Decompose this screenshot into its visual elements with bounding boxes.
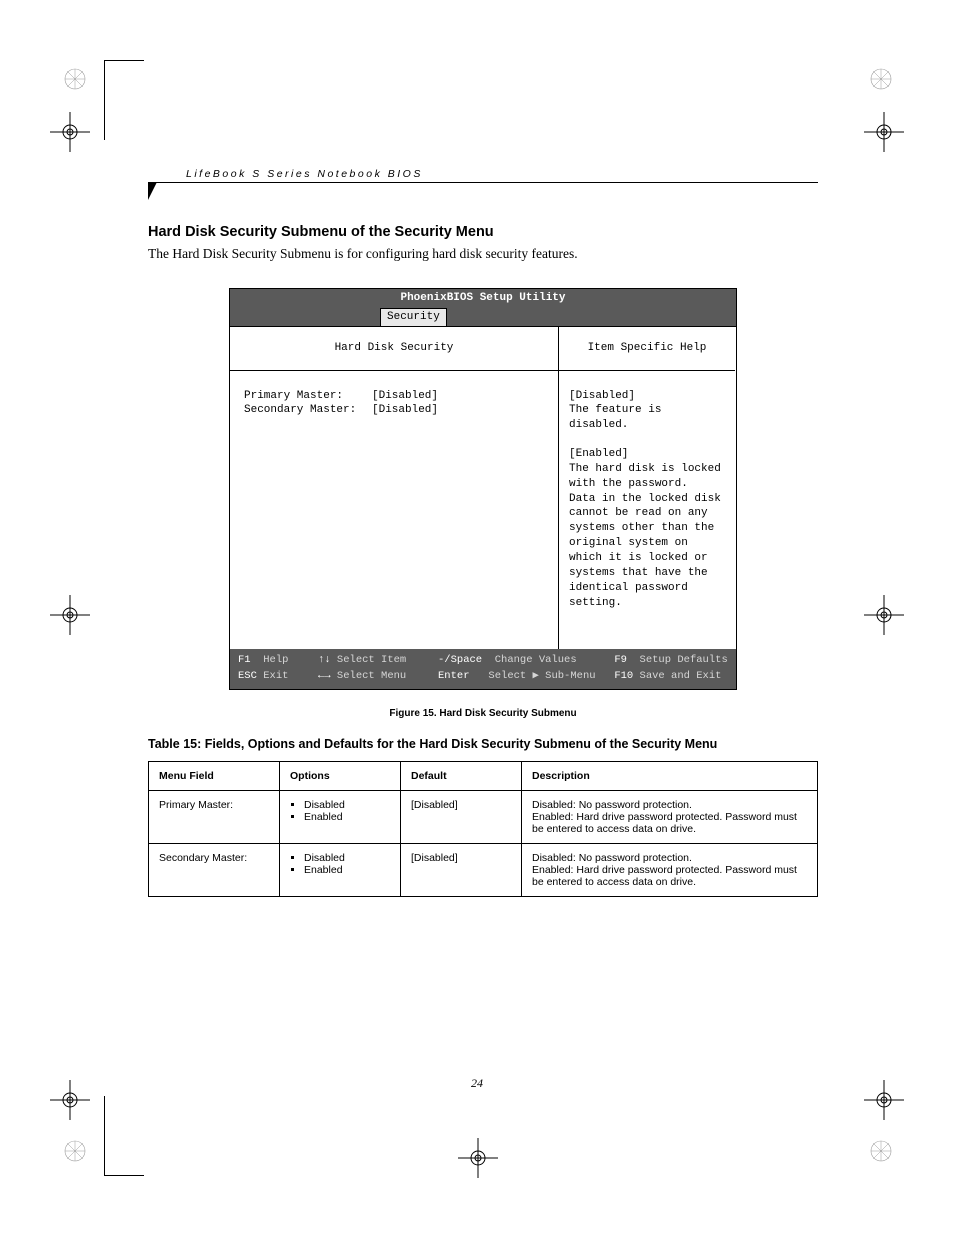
table-header: Menu Field: [149, 761, 280, 790]
bios-help-text: The feature is disabled.: [569, 403, 725, 433]
bios-key: ↑↓: [318, 654, 331, 666]
bios-screenshot: PhoenixBIOS Setup Utility Security Hard …: [229, 288, 737, 690]
bios-key-desc: Select Menu: [337, 670, 406, 682]
rule: [148, 182, 818, 183]
crop-mark-icon: [50, 595, 90, 635]
table-header-row: Menu Field Options Default Description: [149, 761, 818, 790]
figure-caption: Figure 15. Hard Disk Security Submenu: [148, 708, 818, 719]
bios-key-desc: Setup Defaults: [640, 654, 728, 666]
table-header: Default: [401, 761, 522, 790]
bios-setting-value: [Disabled]: [372, 403, 438, 418]
bios-tab-row: Security: [230, 308, 736, 326]
table-header: Description: [522, 761, 818, 790]
page-content: LifeBook S Series Notebook BIOS Hard Dis…: [148, 168, 818, 897]
triangle-icon: [148, 182, 166, 200]
table-row: Primary Master: Disabled Enabled [Disabl…: [149, 790, 818, 843]
registration-target-icon: [870, 1140, 892, 1162]
bios-help-block: [Disabled] The feature is disabled.: [569, 389, 725, 434]
crop-rule: [104, 1096, 105, 1176]
table-title: Table 15: Fields, Options and Defaults f…: [148, 737, 818, 751]
bios-key: -/Space: [438, 654, 482, 666]
option-item: Enabled: [304, 864, 390, 876]
bios-setting-label: Primary Master:: [244, 389, 372, 404]
table-cell-options: Disabled Enabled: [280, 843, 401, 896]
bios-utility-title: PhoenixBIOS Setup Utility: [230, 289, 736, 308]
bios-left-pane-title: Hard Disk Security: [230, 327, 558, 371]
crop-rule: [104, 60, 105, 140]
crop-mark-icon: [458, 1138, 498, 1178]
bios-footer: F1 Help ↑↓ Select Item -/Space Change Va…: [230, 649, 736, 689]
table-cell-default: [Disabled]: [401, 790, 522, 843]
bios-help-title: Item Specific Help: [559, 327, 735, 371]
bios-tab-security: Security: [380, 308, 447, 326]
bios-setting-label: Secondary Master:: [244, 403, 372, 418]
bios-key: F10: [614, 670, 633, 682]
option-item: Enabled: [304, 811, 390, 823]
bios-help-block: [Enabled] The hard disk is locked with t…: [569, 447, 725, 610]
bios-key: ESC: [238, 670, 257, 682]
table-cell-description: Disabled: No password protection. Enable…: [522, 790, 818, 843]
registration-target-icon: [870, 68, 892, 90]
table-header: Options: [280, 761, 401, 790]
section-intro: The Hard Disk Security Submenu is for co…: [148, 246, 818, 262]
page: LifeBook S Series Notebook BIOS Hard Dis…: [0, 0, 954, 1235]
bios-key-desc: Save and Exit: [640, 670, 722, 682]
crop-mark-icon: [864, 112, 904, 152]
bios-help-tag: [Disabled]: [569, 389, 725, 404]
crop-mark-icon: [864, 595, 904, 635]
bios-left-pane: Hard Disk Security Primary Master: [Disa…: [230, 327, 559, 649]
table-cell-description: Disabled: No password protection. Enable…: [522, 843, 818, 896]
bios-key-desc: Select Item: [337, 654, 406, 666]
registration-target-icon: [64, 68, 86, 90]
bios-key: F9: [614, 654, 627, 666]
option-item: Disabled: [304, 799, 390, 811]
crop-rule: [104, 60, 144, 61]
bios-setting-value: [Disabled]: [372, 389, 438, 404]
table-cell-field: Secondary Master:: [149, 843, 280, 896]
page-number: 24: [0, 1076, 954, 1091]
bios-help-pane: Item Specific Help [Disabled] The featur…: [559, 327, 735, 649]
crop-mark-icon: [50, 112, 90, 152]
bios-help-tag: [Enabled]: [569, 447, 725, 462]
bios-setting-row: Secondary Master: [Disabled]: [244, 403, 544, 418]
crop-rule: [104, 1175, 144, 1176]
bios-help-text: The hard disk is locked with the passwor…: [569, 462, 725, 610]
bios-key-desc: Change Values: [495, 654, 577, 666]
table-cell-options: Disabled Enabled: [280, 790, 401, 843]
bios-key-desc: Select ▶ Sub-Menu: [488, 670, 595, 682]
options-table: Menu Field Options Default Description P…: [148, 761, 818, 897]
bios-key: ←→: [318, 670, 331, 682]
option-item: Disabled: [304, 852, 390, 864]
bios-key: Enter: [438, 670, 470, 682]
bios-key: F1: [238, 654, 251, 666]
registration-target-icon: [64, 1140, 86, 1162]
table-row: Secondary Master: Disabled Enabled [Disa…: [149, 843, 818, 896]
table-cell-default: [Disabled]: [401, 843, 522, 896]
bios-key-desc: Exit: [263, 670, 288, 682]
bios-key-desc: Help: [263, 654, 288, 666]
table-cell-field: Primary Master:: [149, 790, 280, 843]
bios-setting-row: Primary Master: [Disabled]: [244, 389, 544, 404]
section-heading: Hard Disk Security Submenu of the Securi…: [148, 224, 818, 240]
running-head: LifeBook S Series Notebook BIOS: [186, 168, 818, 180]
